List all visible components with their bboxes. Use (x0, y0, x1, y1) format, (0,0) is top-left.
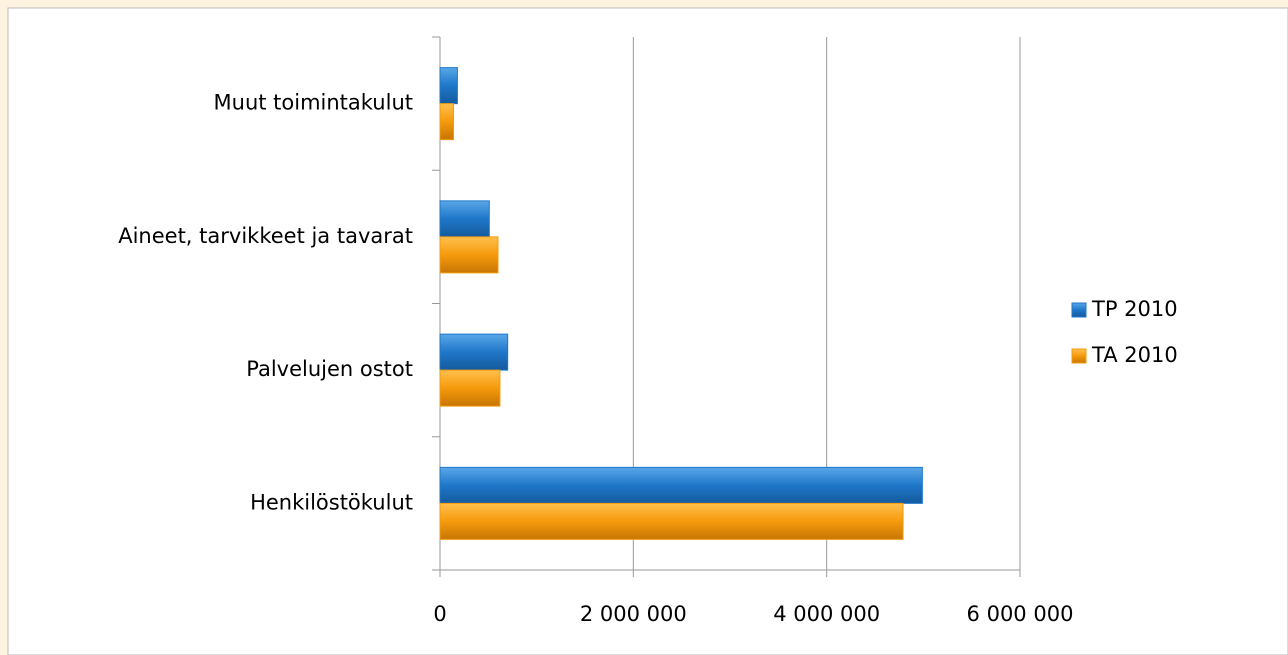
y-tick-label: Henkilöstökulut (250, 490, 413, 514)
y-tick-label: Palvelujen ostot (246, 357, 413, 381)
y-tick-label: Aineet, tarvikkeet ja tavarat (118, 224, 413, 248)
bar (439, 67, 458, 105)
legend-swatch (1071, 302, 1087, 318)
bar (439, 466, 923, 504)
bar (439, 200, 490, 238)
bar (439, 369, 501, 407)
x-tick-label: 2 000 000 (580, 602, 687, 626)
bar (439, 502, 904, 540)
x-tick-label: 6 000 000 (967, 602, 1074, 626)
x-tick-label: 0 (433, 602, 446, 626)
bar (439, 103, 455, 141)
bar (439, 333, 509, 371)
y-tick-label: Muut toimintakulut (214, 91, 413, 115)
chart-area (7, 7, 1288, 655)
legend-label: TA 2010 (1091, 343, 1178, 367)
legend-label: TP 2010 (1091, 297, 1178, 321)
legend-swatch (1071, 348, 1087, 364)
x-tick-label: 4 000 000 (773, 602, 880, 626)
bar (439, 236, 499, 274)
